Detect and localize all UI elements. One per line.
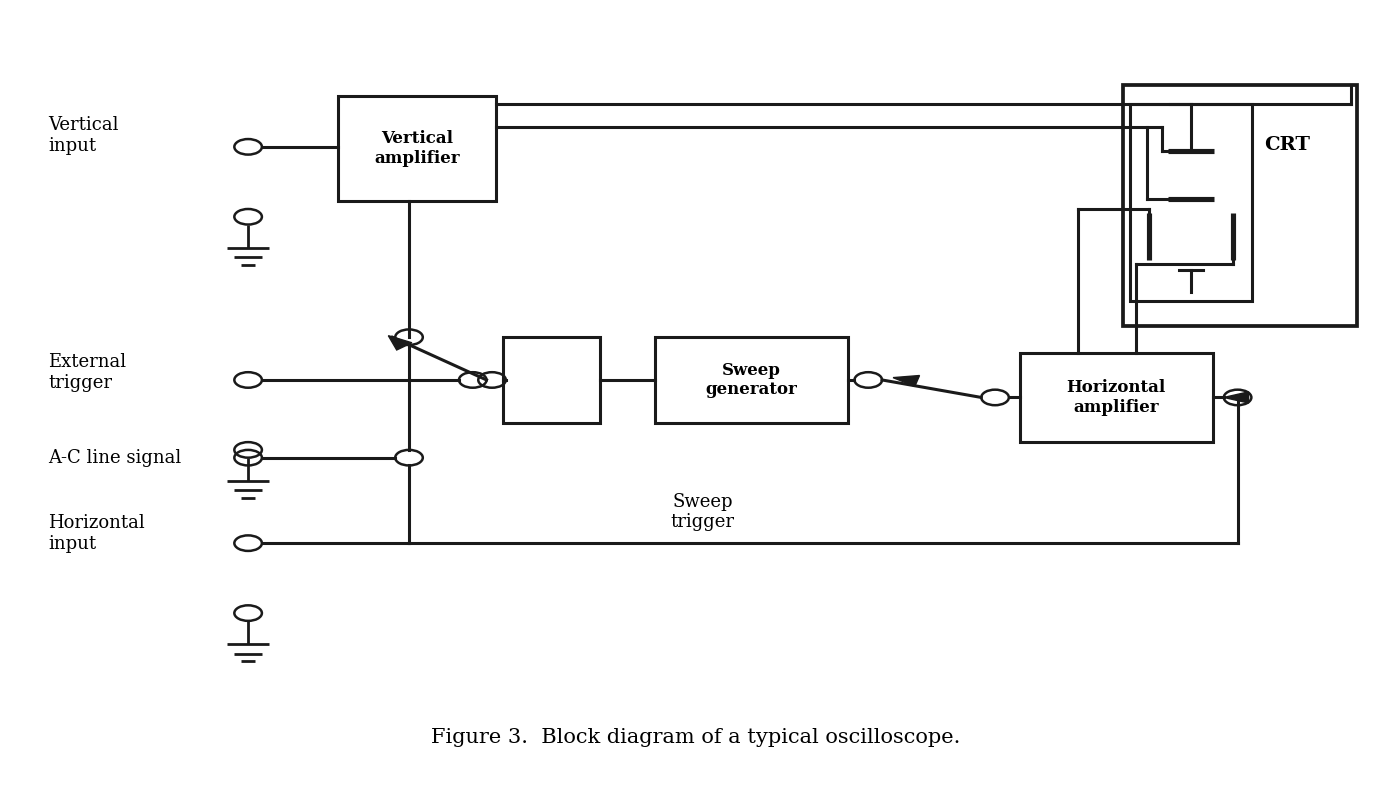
FancyBboxPatch shape (1130, 104, 1251, 301)
FancyBboxPatch shape (1123, 85, 1357, 326)
Text: Sweep
trigger: Sweep trigger (671, 493, 735, 532)
Text: Horizontal
input: Horizontal input (49, 514, 145, 553)
FancyBboxPatch shape (338, 97, 496, 201)
Text: Vertical
input: Vertical input (49, 115, 118, 154)
FancyBboxPatch shape (503, 337, 600, 422)
Text: A-C line signal: A-C line signal (49, 448, 181, 467)
Text: CRT: CRT (1264, 136, 1310, 154)
Text: External
trigger: External trigger (49, 353, 127, 392)
Text: Vertical
amplifier: Vertical amplifier (374, 131, 459, 167)
Polygon shape (388, 335, 412, 350)
Text: Sweep
generator: Sweep generator (706, 361, 798, 398)
Polygon shape (894, 376, 920, 386)
FancyBboxPatch shape (654, 337, 848, 422)
FancyBboxPatch shape (1020, 353, 1212, 442)
Text: Figure 3.  Block diagram of a typical oscilloscope.: Figure 3. Block diagram of a typical osc… (432, 728, 960, 747)
Polygon shape (1224, 392, 1249, 403)
Text: Horizontal
amplifier: Horizontal amplifier (1066, 379, 1166, 416)
